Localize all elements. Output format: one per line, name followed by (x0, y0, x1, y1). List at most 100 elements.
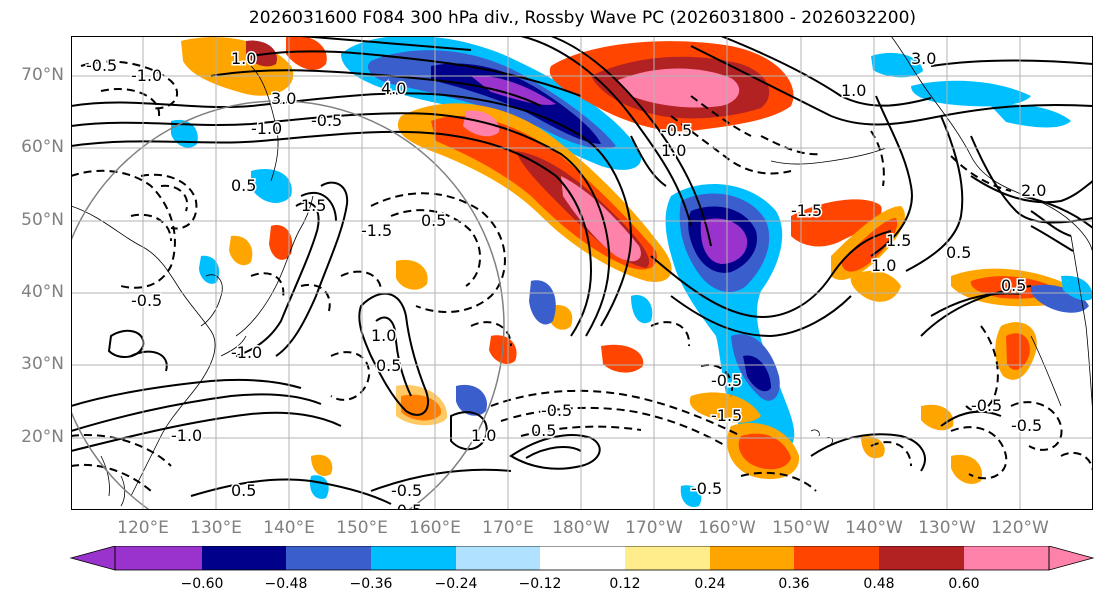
positive-divergence-region (286, 36, 327, 70)
colorbar-segment (115, 546, 202, 570)
longitude-label: 150°W (772, 518, 830, 538)
colorbar-tick-label: −0.36 (349, 576, 393, 592)
longitude-label: 160°W (698, 518, 756, 538)
contour-value-label: -0.5 (711, 371, 742, 390)
contour-value-label: -0.5 (311, 111, 342, 130)
negative-contour (870, 130, 885, 187)
philippines-coastline (100, 455, 126, 507)
kamchatka-coastline (250, 65, 279, 182)
positive-contour (550, 36, 712, 247)
negative-divergence-region (631, 295, 653, 324)
positive-contour (358, 292, 429, 416)
coastlines (71, 36, 1093, 507)
map-svg: -0.5 -1.0 1.0 3.0 4.0 -0.5 -1.0 0.5 -1.5 1.5 1.0 0.… (71, 36, 1093, 510)
contour-value-label: 1.0 (371, 326, 396, 345)
colorbar-segment (879, 546, 964, 570)
positive-contour (920, 285, 1032, 337)
figure-title: 2026031600 F084 300 hPa div., Rossby Wav… (248, 8, 917, 28)
negative-contour (390, 209, 482, 287)
colorbar-segment (710, 546, 794, 570)
negative-divergence-region (471, 75, 556, 105)
positive-contour (870, 95, 913, 257)
baja-coastline (1030, 335, 1062, 407)
negative-contour (140, 173, 198, 230)
contour-value-label: 1.5 (886, 231, 911, 250)
positive-divergence-region (1030, 284, 1089, 313)
contour-value-label: -1.0 (131, 66, 162, 85)
negative-contour (520, 425, 642, 437)
positive-contour (810, 433, 926, 472)
negative-contour (760, 135, 822, 156)
contour-value-label: 0.5 (231, 176, 256, 195)
positive-contour (720, 36, 932, 107)
latitude-label: 70°N (21, 65, 64, 85)
colorbar-tick-label: −0.24 (434, 576, 478, 592)
negative-divergence-region (251, 168, 292, 203)
negative-contour (470, 321, 512, 347)
contour-value-label: -0.5 (1011, 416, 1042, 435)
contour-value-label: 3.0 (271, 89, 296, 108)
positive-divergence-region (1061, 275, 1093, 301)
contour-value-label: 1.5 (301, 196, 326, 215)
positive-contour (970, 175, 1093, 204)
contour-value-label: -0.5 (86, 56, 117, 75)
positive-contour (905, 115, 964, 272)
negative-contour (950, 155, 1012, 192)
contour-value-label: -1.5 (361, 221, 392, 240)
negative-contour (1010, 401, 1063, 451)
negative-contour (100, 87, 161, 117)
contour-value-label: 0.5 (531, 421, 556, 440)
positive-divergence-region (738, 433, 791, 470)
positive-divergence-region (311, 454, 333, 476)
colorbar-tick-label: 0.48 (863, 576, 895, 592)
longitude-label: 120°E (117, 518, 169, 538)
colorbar-segment (794, 546, 879, 570)
colorbar-tick-label: 0.12 (609, 576, 641, 592)
rossby-wave-contours (71, 36, 1093, 505)
positive-contour (630, 135, 667, 187)
positive-contour (650, 230, 892, 318)
colorbar-svg (69, 546, 1095, 571)
negative-contour (71, 434, 172, 467)
colorbar-tick-label: −0.48 (264, 576, 308, 592)
contour-value-label: -0.5 (691, 479, 722, 498)
positive-contour (690, 45, 1093, 126)
contour-value-label: -0.5 (131, 291, 162, 310)
contour-value-label: 0.5 (946, 243, 971, 262)
positive-contour (450, 411, 488, 451)
negative-contour (71, 169, 176, 289)
korea-coastline (200, 274, 223, 327)
colorbar-segment (964, 546, 1049, 570)
aleutian-coastline (770, 147, 887, 165)
contour-value-label: -1.5 (791, 201, 822, 220)
longitude-label: 170°W (625, 518, 683, 538)
longitude-label: 140°W (845, 518, 903, 538)
positive-contour (235, 201, 320, 357)
latitude-label: 20°N (21, 427, 64, 447)
negative-contour (330, 351, 371, 401)
contour-value-label: -1.0 (251, 119, 282, 138)
longitude-label: 120°W (991, 518, 1049, 538)
positive-contour (300, 36, 472, 51)
alaska-coastline (890, 36, 1093, 257)
contour-value-label: 1.0 (471, 426, 496, 445)
positive-contour (190, 478, 392, 505)
colorbar-tick-label: −0.12 (518, 576, 562, 592)
negative-divergence-region (456, 384, 487, 416)
negative-contour (965, 325, 999, 412)
negative-contour (690, 95, 752, 137)
positive-contour (71, 92, 633, 327)
negative-contour (130, 213, 172, 242)
positive-contour (71, 379, 302, 407)
longitude-label: 150°E (336, 518, 388, 538)
reference-circle (71, 100, 505, 510)
contour-value-label: -0.5 (391, 481, 422, 500)
map-plot-area: -0.5 -1.0 1.0 3.0 4.0 -0.5 -1.0 0.5 -1.5 1.5 1.0 0.… (71, 36, 1093, 510)
positive-contour (300, 191, 337, 222)
negative-divergence-region (871, 52, 923, 78)
japan-coastline (235, 195, 314, 337)
positive-contour (1030, 225, 1074, 252)
colorbar-tick-label: 0.60 (948, 576, 980, 592)
negative-divergence-region (991, 104, 1071, 128)
colorbar-segment (540, 546, 625, 570)
